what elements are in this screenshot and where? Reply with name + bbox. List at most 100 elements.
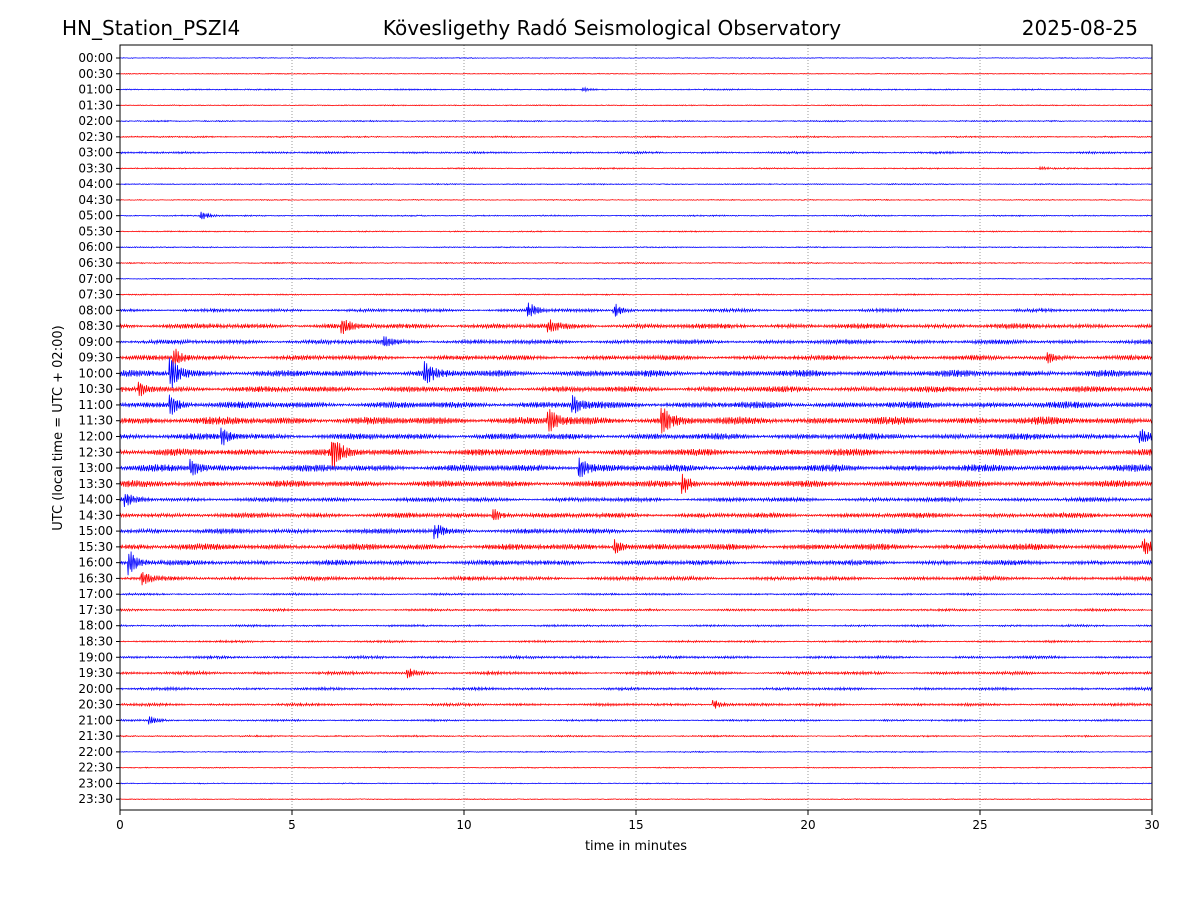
row-label: 00:00: [78, 51, 113, 65]
row-label: 13:30: [78, 477, 113, 491]
trace-line: [119, 571, 1153, 586]
observatory-title: Kövesligethy Radó Seismological Observat…: [383, 16, 841, 40]
row-label: 05:00: [78, 209, 113, 223]
trace-line: [119, 72, 1153, 75]
trace-line: [119, 700, 1153, 709]
trace-line: [119, 357, 1153, 389]
x-tick-label: 15: [628, 818, 643, 832]
trace-line: [120, 750, 1153, 754]
trace-line: [119, 623, 1153, 628]
trace-line: [119, 734, 1153, 738]
row-label: 06:30: [78, 256, 113, 270]
row-label: 01:30: [78, 98, 113, 112]
row-label: 05:30: [78, 224, 113, 238]
trace-line: [119, 766, 1153, 769]
trace-line: [119, 150, 1153, 155]
row-label: 16:00: [78, 556, 113, 570]
row-label: 03:30: [78, 161, 113, 175]
trace-line: [119, 592, 1153, 597]
trace-line: [119, 441, 1153, 470]
trace-line: [119, 668, 1153, 679]
row-label: 23:00: [78, 776, 113, 790]
trace-line: [119, 135, 1153, 139]
x-tick-label: 20: [800, 818, 815, 832]
trace-line: [119, 716, 1153, 725]
trace-line: [119, 230, 1153, 233]
row-label: 02:30: [78, 130, 113, 144]
row-label: 09:30: [78, 351, 113, 365]
row-label: 17:30: [78, 603, 113, 617]
trace-line: [119, 538, 1153, 555]
row-label: 16:30: [78, 571, 113, 585]
row-label: 22:30: [78, 761, 113, 775]
row-label: 00:30: [78, 67, 113, 81]
row-label: 07:30: [78, 288, 113, 302]
trace-line: [119, 551, 1153, 576]
trace-line: [119, 685, 1153, 692]
row-label: 01:00: [78, 83, 113, 97]
row-label: 22:00: [78, 745, 113, 759]
row-label: 07:00: [78, 272, 113, 286]
grid-lines: [291, 45, 981, 810]
trace-line: [119, 104, 1153, 107]
row-label: 21:30: [78, 729, 113, 743]
station-title: HN_Station_PSZI4: [62, 16, 240, 40]
row-label: 18:30: [78, 634, 113, 648]
row-label: 04:30: [78, 193, 113, 207]
row-label: 02:00: [78, 114, 113, 128]
row-label: 19:30: [78, 666, 113, 680]
trace-line: [119, 293, 1153, 296]
trace-line: [119, 639, 1153, 644]
trace-line: [119, 407, 1153, 434]
trace-line: [119, 302, 1153, 317]
x-tick-label: 10: [456, 818, 471, 832]
row-label: 06:00: [78, 240, 113, 254]
row-label: 08:00: [78, 303, 113, 317]
trace-line: [120, 798, 1153, 801]
row-label: 08:30: [78, 319, 113, 333]
trace-line: [120, 782, 1153, 785]
trace-line: [119, 245, 1152, 249]
row-label: 21:00: [78, 713, 113, 727]
row-label: 20:30: [78, 698, 113, 712]
x-tick-label: 30: [1144, 818, 1159, 832]
trace-line: [119, 427, 1153, 446]
row-label: 14:30: [78, 508, 113, 522]
trace-line: [119, 607, 1153, 613]
trace-line: [119, 509, 1153, 521]
x-tick-label: 0: [116, 818, 124, 832]
seismic-traces: [119, 57, 1153, 801]
trace-line: [119, 336, 1153, 347]
trace-line: [119, 86, 1153, 93]
trace-line: [119, 119, 1153, 123]
row-label: 12:30: [78, 445, 113, 459]
trace-line: [119, 654, 1153, 660]
row-label: 20:00: [78, 682, 113, 696]
trace-line: [119, 261, 1153, 265]
trace-line: [119, 524, 1153, 540]
x-axis-ticks: 0 5 10 15 20 25 30: [116, 810, 1160, 832]
trace-line: [119, 494, 1153, 508]
trace-line: [119, 319, 1153, 335]
trace-line: [119, 348, 1152, 368]
row-label: 10:30: [78, 382, 113, 396]
trace-line: [119, 182, 1153, 186]
row-label: 23:30: [78, 792, 113, 806]
trace-line: [119, 381, 1153, 397]
trace-line: [119, 165, 1153, 171]
x-axis-label: time in minutes: [585, 839, 687, 854]
row-label: 11:30: [78, 414, 113, 428]
row-label: 19:00: [78, 650, 113, 664]
trace-line: [120, 57, 1153, 59]
row-label: 10:00: [78, 366, 113, 380]
row-label: 11:00: [78, 398, 113, 412]
date-title: 2025-08-25: [1022, 16, 1138, 40]
row-label: 14:00: [78, 493, 113, 507]
y-axis-label: UTC (local time = UTC + 02:00): [51, 325, 66, 530]
trace-line: [119, 457, 1153, 478]
row-label: 15:30: [78, 540, 113, 554]
row-label: 15:00: [78, 524, 113, 538]
trace-line: [119, 473, 1153, 494]
